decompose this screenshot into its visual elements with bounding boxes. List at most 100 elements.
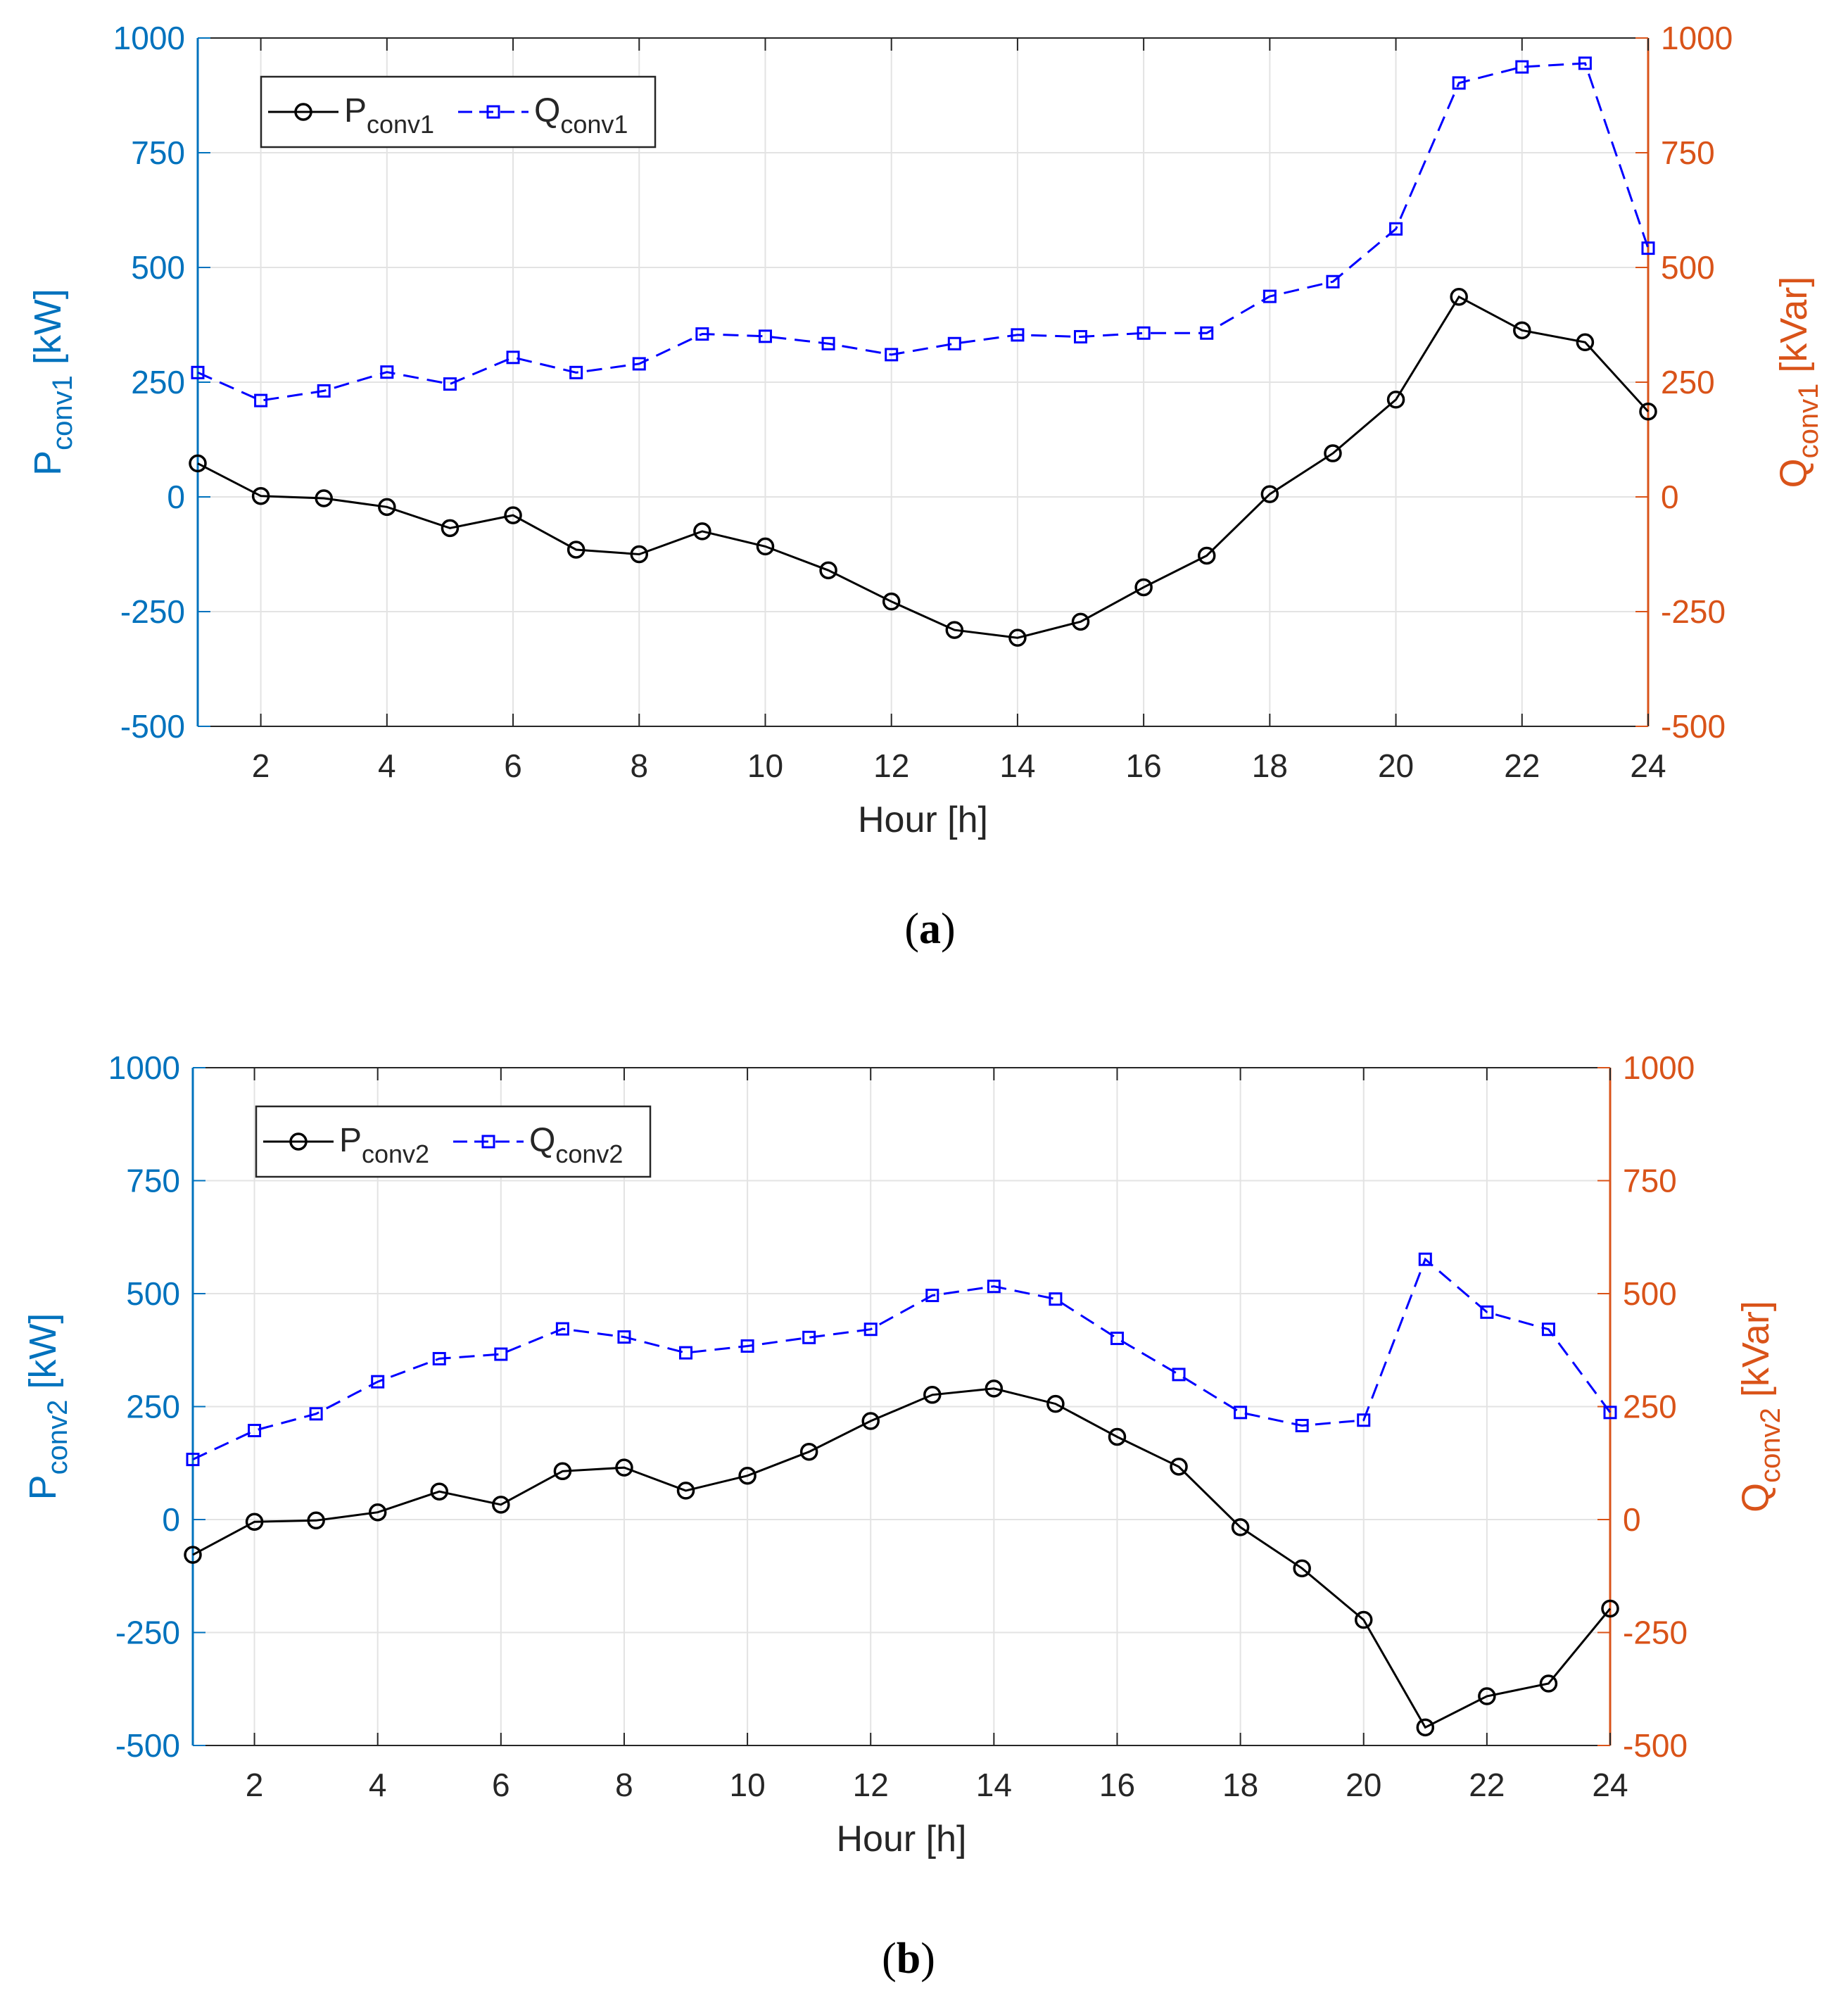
data-point	[1418, 1252, 1432, 1266]
legend-label: Qconv2	[529, 1122, 623, 1168]
data-point	[1389, 222, 1403, 236]
data-point	[1137, 326, 1151, 340]
data-point	[632, 357, 646, 371]
series-line	[197, 295, 1650, 639]
legend-label-sub: conv2	[362, 1139, 429, 1168]
y-tick-label-right: 1000	[1623, 1049, 1695, 1086]
y-axis-label-left-main: P	[27, 450, 69, 476]
series-line	[192, 1257, 1612, 1460]
caption-open: (	[904, 905, 919, 953]
data-point	[317, 384, 331, 398]
y-axis-label-left-sub: conv1	[47, 375, 78, 450]
series-line	[192, 1387, 1612, 1729]
data-point	[1324, 444, 1342, 462]
data-point	[985, 1379, 1004, 1398]
data-point	[945, 621, 964, 639]
x-axis-label: Hour [h]	[837, 1819, 967, 1859]
x-tick-label: 22	[1504, 747, 1540, 784]
y-tick-label-left: 250	[126, 1389, 180, 1425]
x-tick-label: 2	[246, 1767, 264, 1803]
y-tick-label-left: 250	[131, 364, 185, 400]
data-point	[553, 1462, 572, 1481]
data-point	[569, 365, 583, 379]
data-point	[380, 365, 394, 379]
x-tick-label: 14	[976, 1767, 1012, 1803]
data-point	[1601, 1599, 1619, 1618]
legend: Pconv2 Qconv2	[255, 1105, 652, 1178]
data-point	[1639, 402, 1657, 421]
data-point	[630, 545, 649, 564]
x-tick-label: 16	[1126, 747, 1162, 784]
data-point	[1295, 1418, 1309, 1432]
legend-label-main: P	[339, 1122, 362, 1159]
data-point	[1234, 1406, 1248, 1420]
legend-swatch-marker	[289, 1132, 308, 1151]
x-tick-label: 18	[1252, 747, 1288, 784]
data-point	[615, 1458, 633, 1477]
data-point	[923, 1386, 942, 1404]
data-point	[1541, 1322, 1555, 1337]
legend-label: Qconv1	[534, 92, 628, 139]
x-tick-label: 18	[1222, 1767, 1258, 1803]
x-tick-label: 20	[1378, 747, 1414, 784]
y-tick-label-right: -250	[1623, 1615, 1688, 1651]
data-point	[371, 1375, 385, 1389]
data-point	[1200, 326, 1214, 340]
data-point	[186, 1453, 200, 1467]
y-axis-label-right-main: Q	[1735, 1483, 1777, 1513]
data-point	[1450, 287, 1468, 306]
caption-letter: b	[897, 1935, 920, 1983]
data-point	[443, 377, 457, 391]
series-q-conv2	[186, 1252, 1617, 1467]
data-point	[1386, 391, 1405, 409]
x-tick-label: 6	[504, 747, 522, 784]
data-point	[1071, 612, 1090, 631]
data-point	[617, 1330, 631, 1344]
data-point	[506, 351, 520, 365]
data-point	[1641, 241, 1655, 255]
data-point	[251, 486, 270, 505]
data-point	[738, 1466, 757, 1485]
x-tick-label: 14	[999, 747, 1035, 784]
data-point	[740, 1339, 754, 1353]
data-point	[861, 1412, 880, 1430]
legend-label-main: P	[344, 92, 367, 130]
legend-label: Pconv1	[344, 92, 434, 139]
data-point	[307, 1511, 325, 1530]
data-point	[1260, 485, 1279, 503]
data-point	[819, 561, 837, 580]
data-point	[947, 336, 961, 351]
y-tick-label-left: 750	[131, 134, 185, 171]
data-point	[378, 498, 396, 517]
x-tick-label: 8	[615, 1767, 633, 1803]
data-point	[1326, 274, 1340, 289]
y-tick-label-left: -500	[115, 1727, 180, 1764]
y-tick-label-right: 500	[1623, 1275, 1677, 1312]
data-point	[189, 454, 207, 473]
x-tick-label: 24	[1592, 1767, 1628, 1803]
data-point	[693, 522, 711, 541]
data-point	[1170, 1458, 1188, 1476]
data-point	[254, 393, 268, 408]
data-point	[1293, 1559, 1311, 1578]
y-tick-label-left: -500	[120, 708, 185, 745]
legend-label-sub: conv1	[560, 110, 628, 139]
data-point	[987, 1280, 1001, 1294]
panel-caption: (a)	[904, 905, 955, 953]
data-point	[802, 1330, 816, 1344]
data-point	[432, 1351, 446, 1365]
y-axis-label-left-main: P	[22, 1475, 64, 1500]
x-tick-label: 2	[252, 747, 270, 784]
y-axis-label-left-unit: [kW]	[22, 1313, 64, 1400]
y-tick-label-right: 500	[1661, 249, 1715, 286]
legend-swatch-marker	[481, 1135, 495, 1149]
y-tick-label-right: 1000	[1661, 20, 1733, 56]
grid	[193, 1067, 1611, 1746]
x-tick-label: 12	[873, 747, 909, 784]
data-point	[679, 1346, 693, 1360]
data-point	[248, 1424, 262, 1438]
data-point	[758, 329, 772, 343]
data-point	[368, 1503, 387, 1522]
data-point	[1478, 1687, 1496, 1705]
